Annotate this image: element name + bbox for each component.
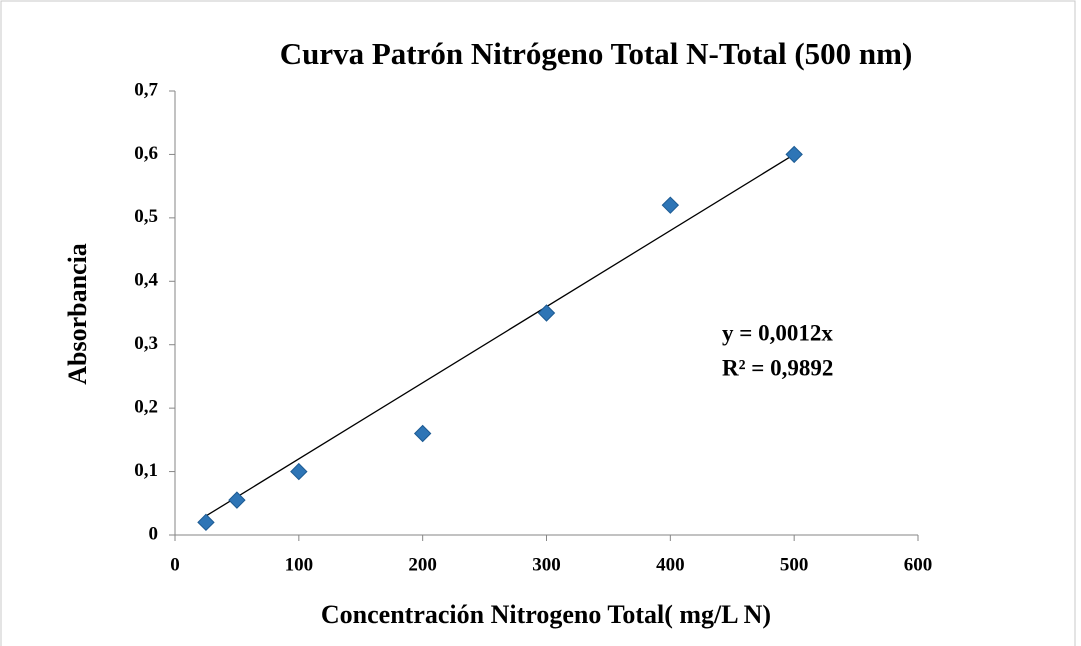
x-axis-label: Concentración Nitrogeno Total( mg/L N) [321, 600, 771, 629]
y-tick-label: 0 [149, 523, 159, 544]
x-tick-label: 500 [780, 554, 809, 575]
chart-title: Curva Patrón Nitrógeno Total N-Total (50… [280, 36, 913, 71]
y-tick-label: 0,4 [134, 270, 158, 291]
x-tick-label: 600 [904, 554, 933, 575]
y-tick-label: 0,6 [134, 143, 158, 164]
x-tick-label: 0 [170, 554, 180, 575]
y-tick-label: 0,3 [134, 333, 158, 354]
x-tick-label: 300 [532, 554, 561, 575]
data-point [785, 145, 803, 164]
data-point [197, 513, 215, 532]
y-tick-label: 0,7 [134, 79, 158, 100]
data-point [661, 196, 680, 214]
r-squared: R² = 0,9892 [722, 355, 833, 380]
data-point [290, 462, 308, 481]
data-point [537, 304, 556, 322]
trendline-equation: y = 0,0012x [722, 320, 833, 345]
data-point [228, 491, 246, 509]
y-tick-label: 0,5 [134, 206, 158, 227]
x-tick-label: 400 [656, 554, 685, 575]
data-point [413, 424, 432, 443]
trendline [205, 153, 795, 517]
x-tick-label: 100 [285, 554, 314, 575]
y-axis-label: Absorbancia [63, 243, 92, 385]
y-tick-label: 0,2 [134, 397, 158, 418]
y-tick-label: 0,1 [134, 460, 158, 481]
x-tick-label: 200 [408, 554, 437, 575]
